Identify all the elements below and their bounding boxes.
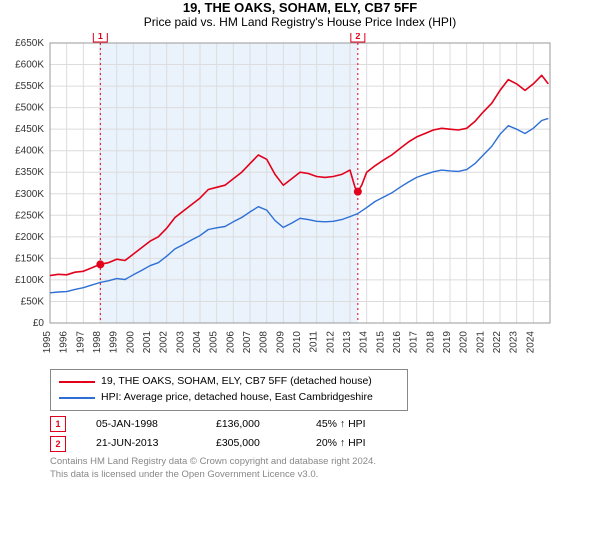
table-row: 1 05-JAN-1998 £136,000 45% ↑ HPI <box>50 415 580 435</box>
transaction-date: 05-JAN-1998 <box>96 415 186 435</box>
transaction-delta: 20% ↑ HPI <box>316 434 366 454</box>
svg-text:2017: 2017 <box>409 331 420 354</box>
chart-area: £0 £50K £100K £150K £200K £250K £300K £350K £400… <box>0 33 600 363</box>
svg-text:£200K: £200K <box>15 232 44 243</box>
svg-text:2004: 2004 <box>192 331 203 354</box>
svg-text:2005: 2005 <box>209 331 220 354</box>
transaction-price: £136,000 <box>216 415 286 435</box>
legend-swatch <box>59 397 95 399</box>
svg-text:£600K: £600K <box>15 60 44 71</box>
svg-text:2016: 2016 <box>392 331 403 354</box>
svg-text:2014: 2014 <box>359 331 370 354</box>
svg-text:2000: 2000 <box>125 331 136 354</box>
svg-text:£0: £0 <box>33 318 45 329</box>
legend: 19, THE OAKS, SOHAM, ELY, CB7 5FF (detac… <box>50 369 408 411</box>
svg-text:£300K: £300K <box>15 189 44 200</box>
legend-swatch <box>59 381 95 383</box>
svg-text:£450K: £450K <box>15 124 44 135</box>
transaction-marker: 2 <box>50 436 66 452</box>
svg-text:£50K: £50K <box>21 296 45 307</box>
svg-text:2: 2 <box>355 33 360 41</box>
svg-text:2019: 2019 <box>442 331 453 354</box>
svg-text:£100K: £100K <box>15 275 44 286</box>
svg-text:£250K: £250K <box>15 210 44 221</box>
svg-text:£350K: £350K <box>15 167 44 178</box>
svg-text:£650K: £650K <box>15 38 44 49</box>
svg-text:2022: 2022 <box>492 331 503 354</box>
svg-text:2003: 2003 <box>175 331 186 354</box>
chart-title: 19, THE OAKS, SOHAM, ELY, CB7 5FF <box>0 0 600 15</box>
svg-text:£550K: £550K <box>15 81 44 92</box>
svg-text:2021: 2021 <box>475 331 486 354</box>
svg-text:2001: 2001 <box>142 331 153 354</box>
attribution-line: This data is licensed under the Open Gov… <box>50 469 580 482</box>
svg-text:2006: 2006 <box>225 331 236 354</box>
svg-text:2015: 2015 <box>375 331 386 354</box>
svg-text:1997: 1997 <box>75 331 86 354</box>
svg-text:2012: 2012 <box>325 331 336 354</box>
attribution: Contains HM Land Registry data © Crown c… <box>50 456 580 482</box>
legend-label: 19, THE OAKS, SOHAM, ELY, CB7 5FF (detac… <box>101 374 372 390</box>
transaction-price: £305,000 <box>216 434 286 454</box>
svg-text:£150K: £150K <box>15 253 44 264</box>
svg-text:2013: 2013 <box>342 331 353 354</box>
transaction-delta: 45% ↑ HPI <box>316 415 366 435</box>
svg-text:2024: 2024 <box>525 331 536 354</box>
svg-text:2008: 2008 <box>259 331 270 354</box>
svg-text:2023: 2023 <box>509 331 520 354</box>
svg-text:1999: 1999 <box>109 331 120 354</box>
svg-text:2002: 2002 <box>159 331 170 354</box>
transactions-table: 1 05-JAN-1998 £136,000 45% ↑ HPI 2 21-JU… <box>50 415 580 455</box>
svg-text:1996: 1996 <box>59 331 70 354</box>
svg-text:2011: 2011 <box>309 331 320 353</box>
legend-row: HPI: Average price, detached house, East… <box>59 390 399 406</box>
svg-text:1998: 1998 <box>92 331 103 354</box>
svg-text:2020: 2020 <box>459 331 470 354</box>
svg-text:2010: 2010 <box>292 331 303 354</box>
legend-row: 19, THE OAKS, SOHAM, ELY, CB7 5FF (detac… <box>59 374 399 390</box>
line-chart: £0 £50K £100K £150K £200K £250K £300K £350K £400… <box>0 33 560 363</box>
transaction-date: 21-JUN-2013 <box>96 434 186 454</box>
svg-text:2018: 2018 <box>425 331 436 354</box>
svg-text:1: 1 <box>98 33 103 41</box>
svg-text:£500K: £500K <box>15 103 44 114</box>
svg-text:2009: 2009 <box>275 331 286 354</box>
chart-subtitle: Price paid vs. HM Land Registry's House … <box>0 15 600 29</box>
legend-label: HPI: Average price, detached house, East… <box>101 390 373 406</box>
transaction-marker: 1 <box>50 416 66 432</box>
svg-text:£400K: £400K <box>15 146 44 157</box>
attribution-line: Contains HM Land Registry data © Crown c… <box>50 456 580 469</box>
svg-text:2007: 2007 <box>242 331 253 354</box>
table-row: 2 21-JUN-2013 £305,000 20% ↑ HPI <box>50 434 580 454</box>
svg-text:1995: 1995 <box>42 331 53 354</box>
